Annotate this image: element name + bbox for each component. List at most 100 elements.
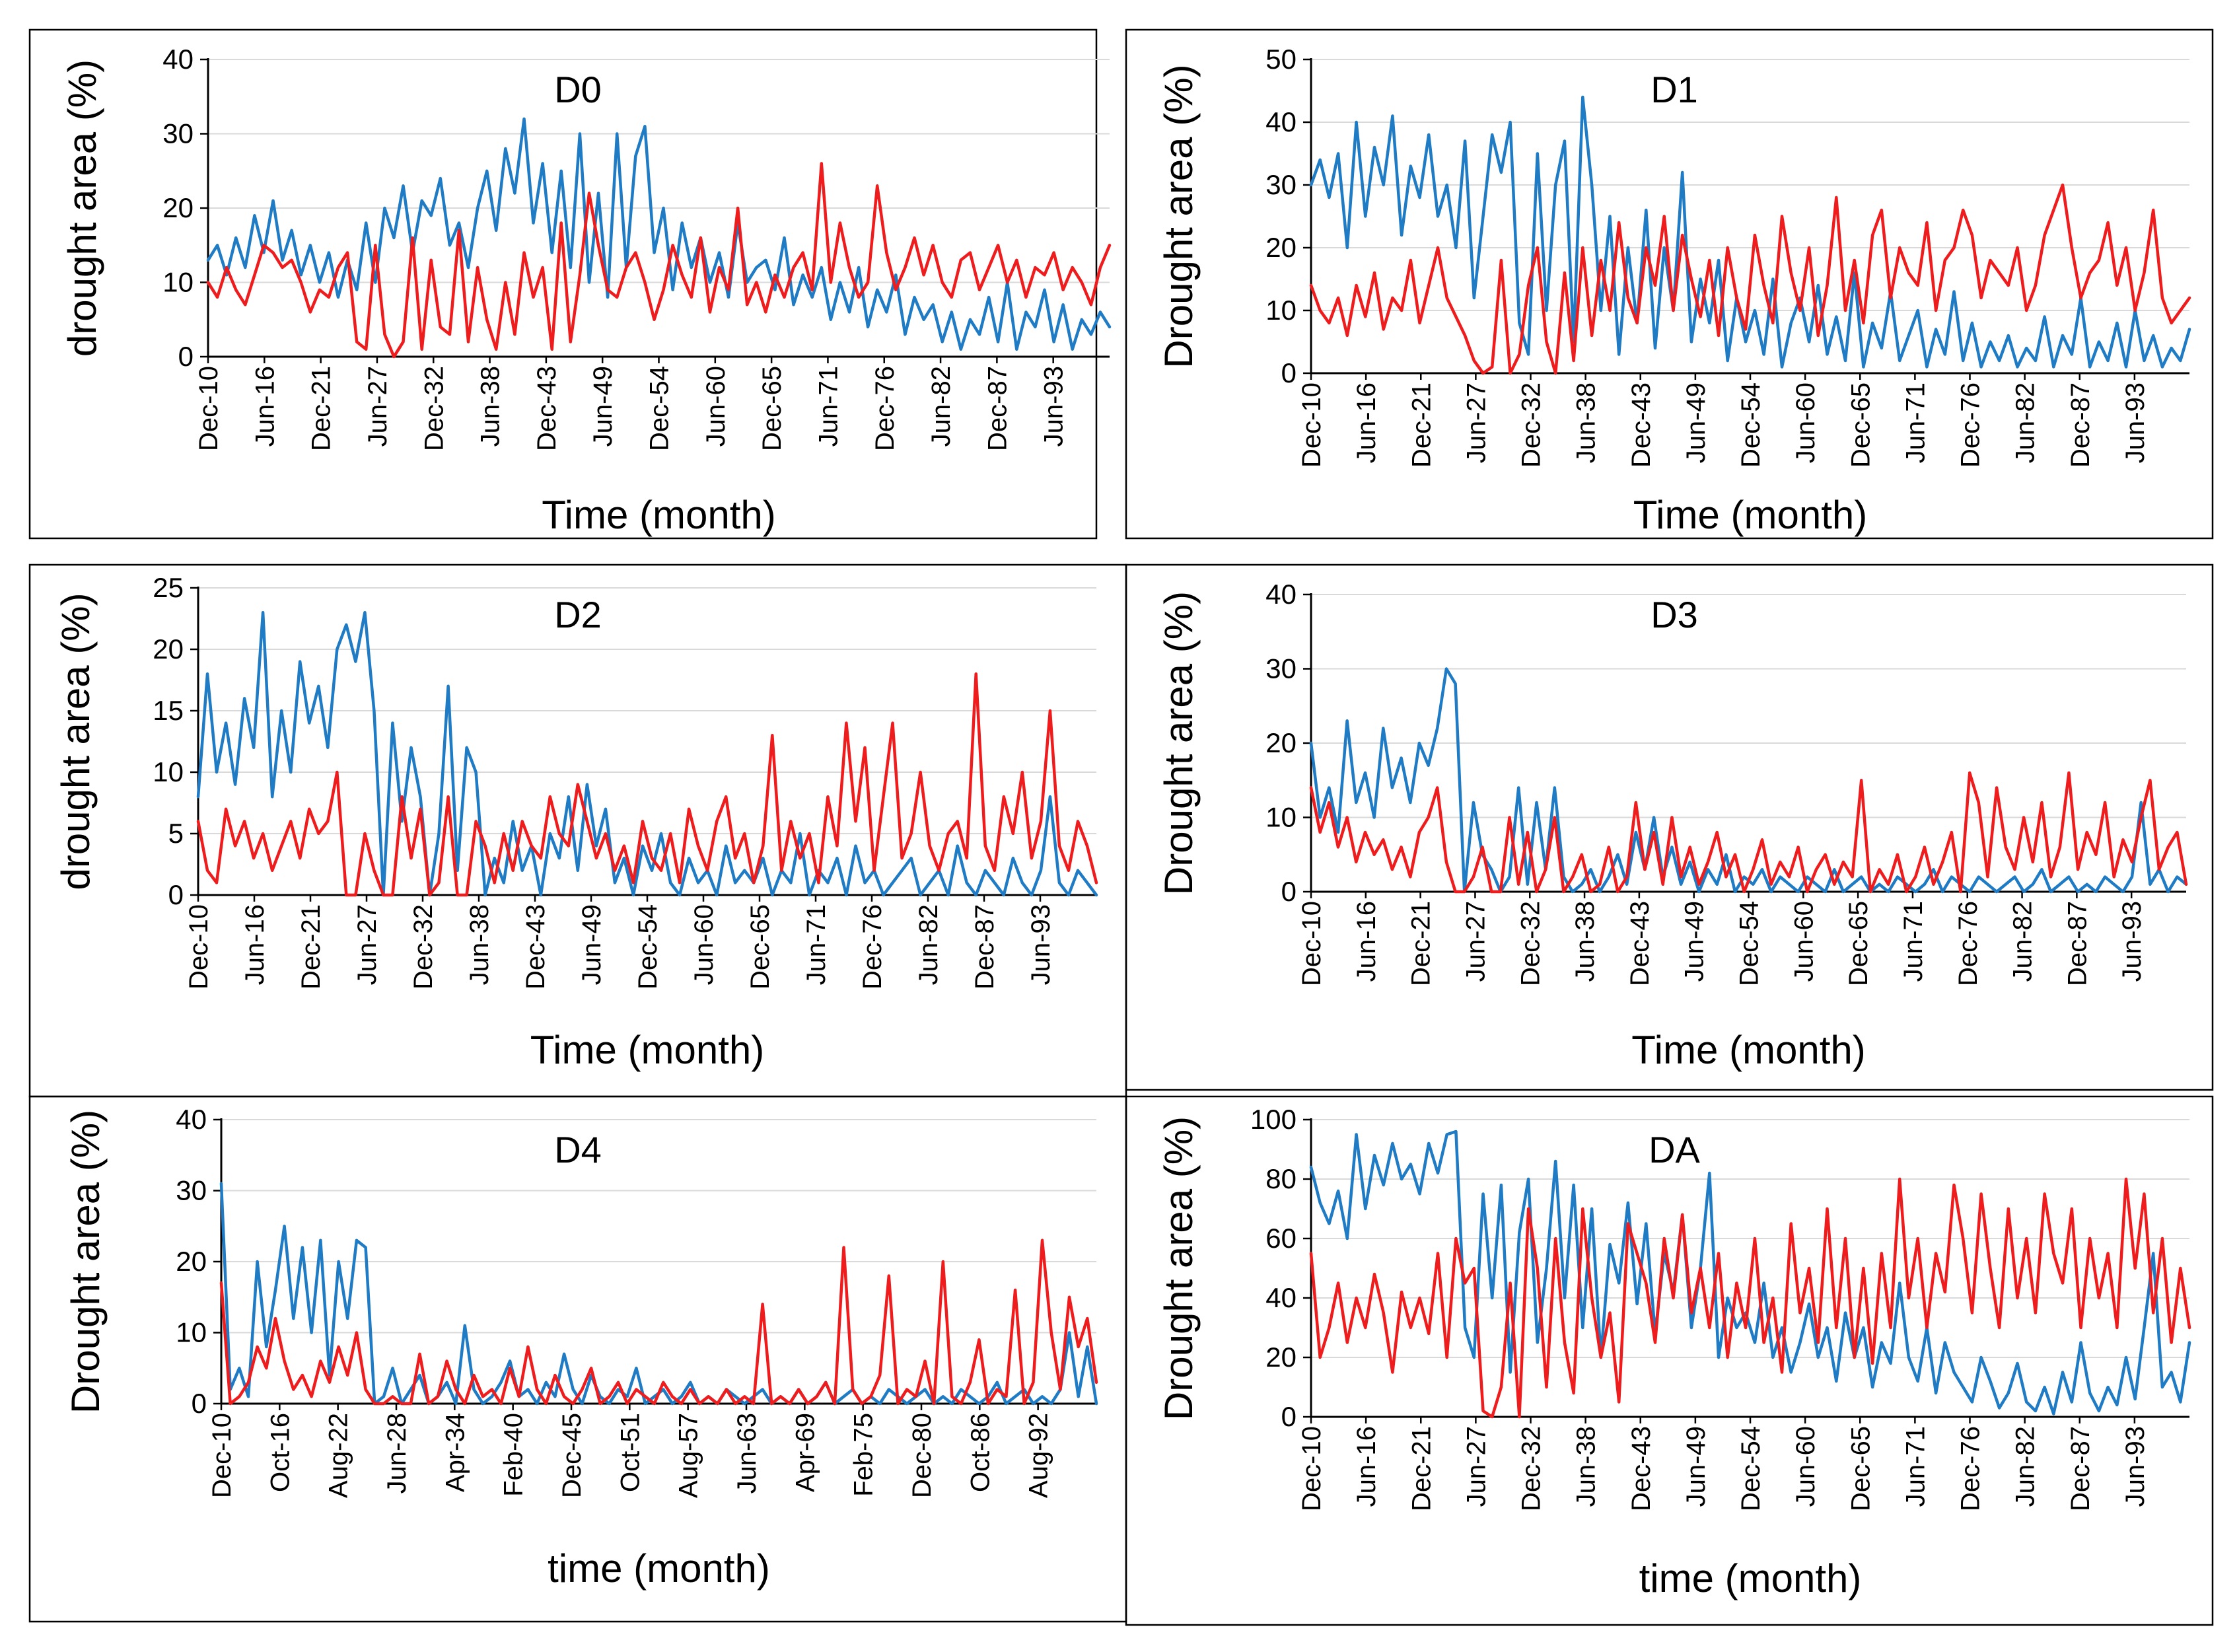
panel-title: D0 [554,69,602,110]
x-tick-label: Jun-38 [465,904,494,985]
x-tick-label: Jun-49 [1682,382,1711,463]
x-tick-label: Dec-76 [858,904,887,989]
y-tick-label: 20 [1265,232,1297,263]
x-tick-label: Dec-87 [983,366,1012,451]
x-tick-label: Jun-27 [363,366,392,447]
x-tick-label: Dec-43 [1625,901,1654,986]
x-tick-label: Feb-40 [499,1413,528,1497]
y-tick-label: 20 [1265,1342,1297,1373]
y-axis-title: Drought area (%) [1156,591,1201,895]
y-tick-label: 20 [1265,727,1297,758]
y-axis-title: Drought area (%) [1156,64,1201,368]
series-line-red [1309,183,2191,375]
x-tick-label: Jun-82 [914,904,943,985]
y-tick-label: 10 [1265,802,1297,833]
x-tick-label: Oct-86 [966,1413,995,1492]
x-tick-label: Dec-87 [2063,901,2092,986]
x-tick-label: Jun-82 [2011,1426,2040,1507]
y-tick-label: 10 [162,267,194,298]
x-tick-label: Jun-60 [1791,382,1820,463]
series-line-red [1309,771,2188,894]
y-tick-label: 10 [1265,295,1297,326]
y-tick-label: 40 [176,1104,207,1135]
x-tick-label: Dec-10 [1297,1426,1326,1511]
x-axis-title: Time (month) [542,493,776,537]
x-tick-label: Jun-38 [1571,901,1600,982]
x-tick-label: Jun-71 [814,366,843,447]
y-tick-label: 40 [1265,1282,1297,1313]
series-line-red [219,1239,1098,1406]
series-line-red [196,672,1098,897]
x-tick-label: Jun-93 [2121,382,2150,463]
y-tick-label: 15 [153,695,184,726]
x-tick-label: Jun-49 [1680,901,1709,982]
y-tick-label: 20 [176,1246,207,1277]
x-tick-label: Dec-87 [970,904,999,989]
x-tick-label: Dec-32 [1517,1426,1546,1511]
panel-title: D1 [1651,69,1698,110]
y-tick-label: 5 [168,818,184,849]
y-axis-title: drought area (%) [60,59,104,357]
x-tick-label: Dec-32 [419,366,448,451]
panel-title: D3 [1651,594,1698,635]
panel-title: D4 [554,1129,602,1170]
x-tick-label: Oct-16 [266,1413,295,1492]
x-tick-label: Jun-16 [1352,382,1381,463]
y-tick-label: 80 [1265,1163,1297,1194]
panel-border [1125,28,2214,540]
x-tick-label: Dec-21 [297,904,326,989]
y-tick-label: 10 [176,1317,207,1348]
panel-title: D2 [554,594,602,635]
x-tick-label: Dec-54 [1736,1426,1765,1511]
x-tick-label: Jun-27 [1462,382,1491,463]
x-tick-label: Dec-65 [1844,901,1873,986]
panel-d0: 0 10 20 30 40 Dec-10 Jun-16 Dec-21 Jun-27 Dec-32 J… [28,28,1112,540]
series-line-blue [206,117,1112,351]
series-line-blue [219,1182,1098,1406]
x-tick-label: Jun-60 [1789,901,1818,982]
x-tick-label: Dec-32 [1516,901,1545,986]
x-tick-label: Jun-16 [240,904,269,985]
x-tick-label: Jun-38 [1572,1426,1601,1507]
x-tick-label: Dec-54 [1735,901,1764,986]
y-tick-label: 0 [1281,1401,1297,1432]
x-tick-label: Jun-93 [2117,901,2147,982]
x-tick-label: Dec-10 [194,366,223,451]
x-tick-label: Dec-32 [1517,382,1546,468]
x-tick-label: Dec-65 [1846,382,1875,468]
y-tick-label: 40 [1265,106,1297,137]
x-tick-label: Feb-75 [849,1413,878,1497]
x-tick-label: Dec-65 [1846,1426,1875,1511]
y-tick-label: 0 [168,879,184,910]
panel-d4: 0 10 20 30 40 Dec-10 Oct-16 Aug-22 Jun-28 Apr-34 F… [28,1095,1127,1623]
x-tick-label: Aug-57 [674,1413,703,1498]
x-tick-label: Dec-21 [1407,1426,1436,1511]
x-tick-label: Apr-34 [441,1413,470,1492]
y-tick-label: 60 [1265,1223,1297,1254]
x-tick-label: Apr-69 [791,1413,820,1492]
x-tick-label: Dec-87 [2066,382,2095,468]
series-line-red [1309,1177,2191,1419]
x-tick-label: Dec-43 [532,366,561,451]
y-tick-label: 0 [1281,876,1297,907]
x-axis-title: Time (month) [1631,1028,1866,1072]
x-tick-label: Jun-71 [1901,382,1930,463]
x-tick-label: Jun-71 [1899,901,1928,982]
y-tick-label: 20 [162,192,194,223]
x-tick-label: Dec-54 [645,366,674,451]
panel-title: DA [1649,1129,1700,1170]
panel-border [28,563,1127,1098]
y-axis-title: Drought area (%) [63,1110,108,1414]
y-tick-label: 0 [192,1388,207,1419]
x-tick-label: Dec-10 [207,1413,236,1498]
x-tick-label: Jun-27 [353,904,382,985]
y-tick-label: 30 [176,1175,207,1206]
x-tick-label: Dec-76 [871,366,900,451]
series-line-red [206,162,1112,359]
x-tick-label: Jun-82 [2008,901,2038,982]
x-tick-label: Dec-21 [1407,382,1436,468]
x-tick-label: Jun-27 [1461,901,1490,982]
x-tick-label: Dec-21 [307,366,336,451]
x-tick-label: Dec-10 [184,904,213,989]
